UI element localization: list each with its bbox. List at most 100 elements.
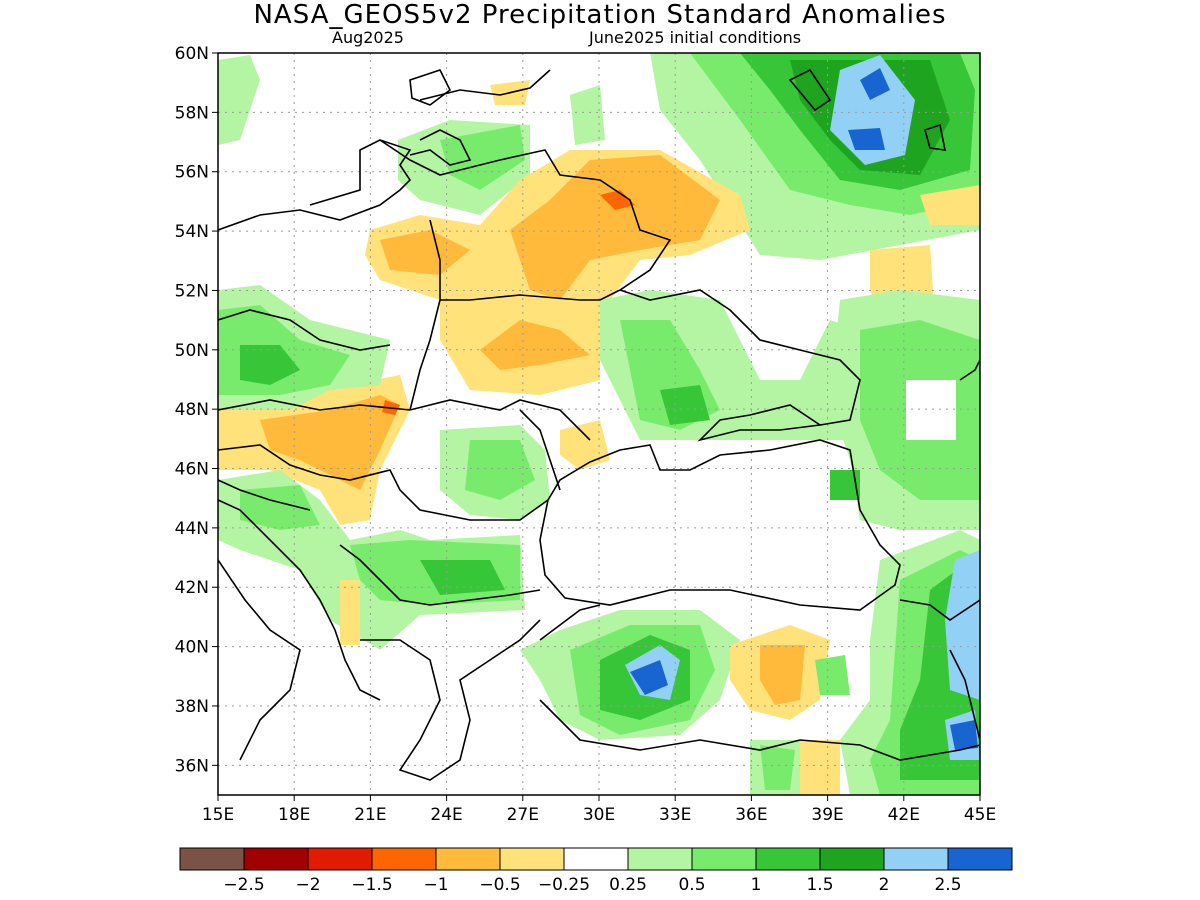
country-border (409, 219, 441, 411)
lake-rybinsk (924, 123, 947, 151)
country-border (519, 409, 561, 491)
lake-ladoga (409, 69, 452, 106)
colorbar-label: −2 (295, 875, 320, 895)
country-border (899, 599, 980, 621)
anomaly-patch (950, 720, 978, 750)
colorbar-label: 1 (751, 875, 762, 895)
colorbar-swatch (627, 847, 693, 871)
y-tick-label: 36N (175, 756, 209, 776)
colorbar-label: 0.25 (609, 875, 647, 895)
colorbar-label: −1 (423, 875, 448, 895)
y-tick-label: 38N (175, 697, 209, 717)
anomaly-patch (340, 580, 360, 645)
black-sea-coast (539, 439, 901, 611)
anomaly-patch (465, 440, 535, 500)
x-tick-label: 27E (507, 805, 539, 825)
colorbar-swatch (819, 847, 885, 871)
anomaly-patch (760, 645, 805, 705)
anomaly-patch (218, 55, 260, 145)
y-tick-label: 40N (175, 638, 209, 658)
anomaly-patch (630, 660, 668, 695)
coastlines-and-borders (218, 68, 980, 781)
y-tick-label: 42N (175, 578, 209, 598)
map-title: NASA_GEOS5v2 Precipitation Standard Anom… (253, 0, 947, 30)
adriatic-coast (218, 499, 381, 701)
colorbar-label: −0.25 (538, 875, 590, 895)
x-tick-label: 42E (888, 805, 920, 825)
azov-coast (697, 404, 823, 442)
y-tick-label: 52N (175, 281, 209, 301)
colorbar-label: −2.5 (223, 875, 264, 895)
anomaly-patch (860, 68, 890, 100)
x-tick-label: 15E (202, 805, 234, 825)
gulf-of-finland (419, 69, 551, 101)
longitude-axis: 15E 18E 21E 24E 27E 30E 33E 36E 39E 42E 45E (202, 795, 996, 825)
baltic-coast (218, 139, 412, 231)
anomaly-patch (800, 740, 840, 795)
anomaly-patch (260, 395, 400, 490)
country-border (539, 604, 601, 641)
colorbar-swatch (947, 847, 1013, 871)
x-tick-label: 33E (659, 805, 691, 825)
y-tick-label: 46N (175, 460, 209, 480)
anomaly-patch (560, 420, 610, 470)
anomaly-patch (380, 230, 470, 275)
colorbar-label: −1.5 (351, 875, 392, 895)
colorbar-swatch (755, 847, 821, 871)
colorbar-swatch (435, 847, 501, 871)
x-tick-label: 24E (430, 805, 462, 825)
colorbar-swatch (243, 847, 309, 871)
anomaly-patch (480, 320, 590, 370)
country-border (218, 444, 549, 521)
y-tick-label: 56N (175, 163, 209, 183)
anomaly-patch (760, 745, 795, 790)
anomaly-patch (510, 155, 720, 300)
y-tick-label: 60N (175, 44, 209, 64)
colorbar-swatch (179, 847, 245, 871)
anomaly-patch (920, 185, 980, 225)
gulf-of-riga (409, 129, 472, 166)
anomaly-patch (848, 128, 885, 150)
colorbar-label: 0.5 (678, 875, 705, 895)
latitude-axis: 60N 58N 56N 54N 52N 50N 48N 46N 44N 42N 40N 38N 36N (175, 44, 218, 776)
x-tick-label: 36E (735, 805, 767, 825)
turkey-south-coast (539, 699, 980, 761)
anomaly-patch (830, 470, 860, 500)
anomaly-patch (570, 85, 605, 145)
colorbar-label: −0.5 (479, 875, 520, 895)
country-border (218, 309, 391, 351)
colorbar-swatch (563, 847, 629, 871)
colorbar-swatch (883, 847, 949, 871)
x-tick-label: 45E (964, 805, 996, 825)
colorbar-swatch (499, 847, 565, 871)
x-tick-label: 21E (354, 805, 386, 825)
colorbar-swatch (371, 847, 437, 871)
y-tick-label: 48N (175, 400, 209, 420)
caspian-coast-south (949, 649, 980, 741)
italy-coast (218, 559, 301, 761)
y-tick-label: 58N (175, 103, 209, 123)
colorbar (179, 847, 1013, 871)
country-border (379, 139, 672, 301)
initial-conditions: June2025 initial conditions (589, 28, 802, 47)
anomaly-fields (218, 53, 980, 795)
x-tick-label: 30E (583, 805, 615, 825)
country-border (619, 289, 861, 426)
anomaly-patch (815, 655, 850, 695)
country-border (218, 479, 311, 511)
colorbar-label: 2 (879, 875, 890, 895)
x-tick-label: 39E (811, 805, 843, 825)
x-tick-label: 18E (278, 805, 310, 825)
lake-onega (788, 68, 832, 112)
grid-lines (218, 53, 980, 795)
anomaly-patch (240, 345, 300, 385)
anomaly-patch (660, 385, 710, 425)
y-tick-label: 54N (175, 222, 209, 242)
y-tick-label: 50N (175, 341, 209, 361)
anomaly-patch (420, 560, 505, 595)
anomaly-patch (906, 380, 956, 440)
greece-coast (360, 619, 541, 781)
anomaly-patch (600, 190, 635, 210)
colorbar-label: 1.5 (806, 875, 833, 895)
